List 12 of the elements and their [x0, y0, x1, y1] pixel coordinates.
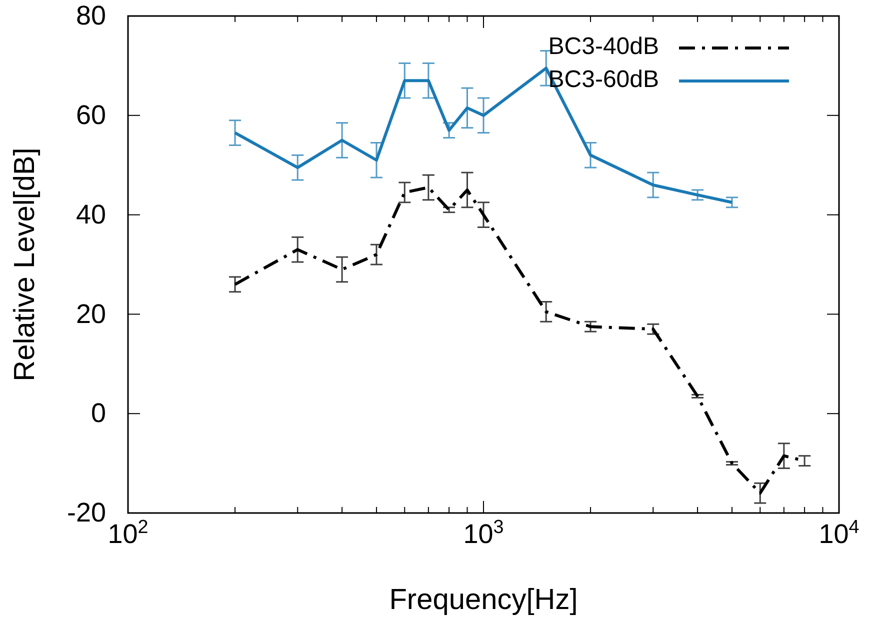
x-tick-label: 10$^{2}$: [108, 516, 148, 549]
x-tick-label: 10$^{3}$: [463, 516, 504, 549]
y-tick-label: 0: [90, 398, 106, 428]
y-axis-title: Relative Level[dB]: [9, 148, 41, 382]
x-axis-title: Frequency[Hz]: [389, 584, 578, 616]
legend-label: BC3-40dB: [548, 33, 659, 60]
y-tick-label: 80: [76, 0, 106, 31]
y-tick-label: 60: [76, 100, 106, 130]
x-tick-label: 10$^{4}$: [818, 516, 860, 549]
y-tick-label: 20: [76, 298, 106, 329]
y-tick-label: -20: [66, 498, 106, 528]
y-tick-label: 40: [76, 199, 106, 230]
